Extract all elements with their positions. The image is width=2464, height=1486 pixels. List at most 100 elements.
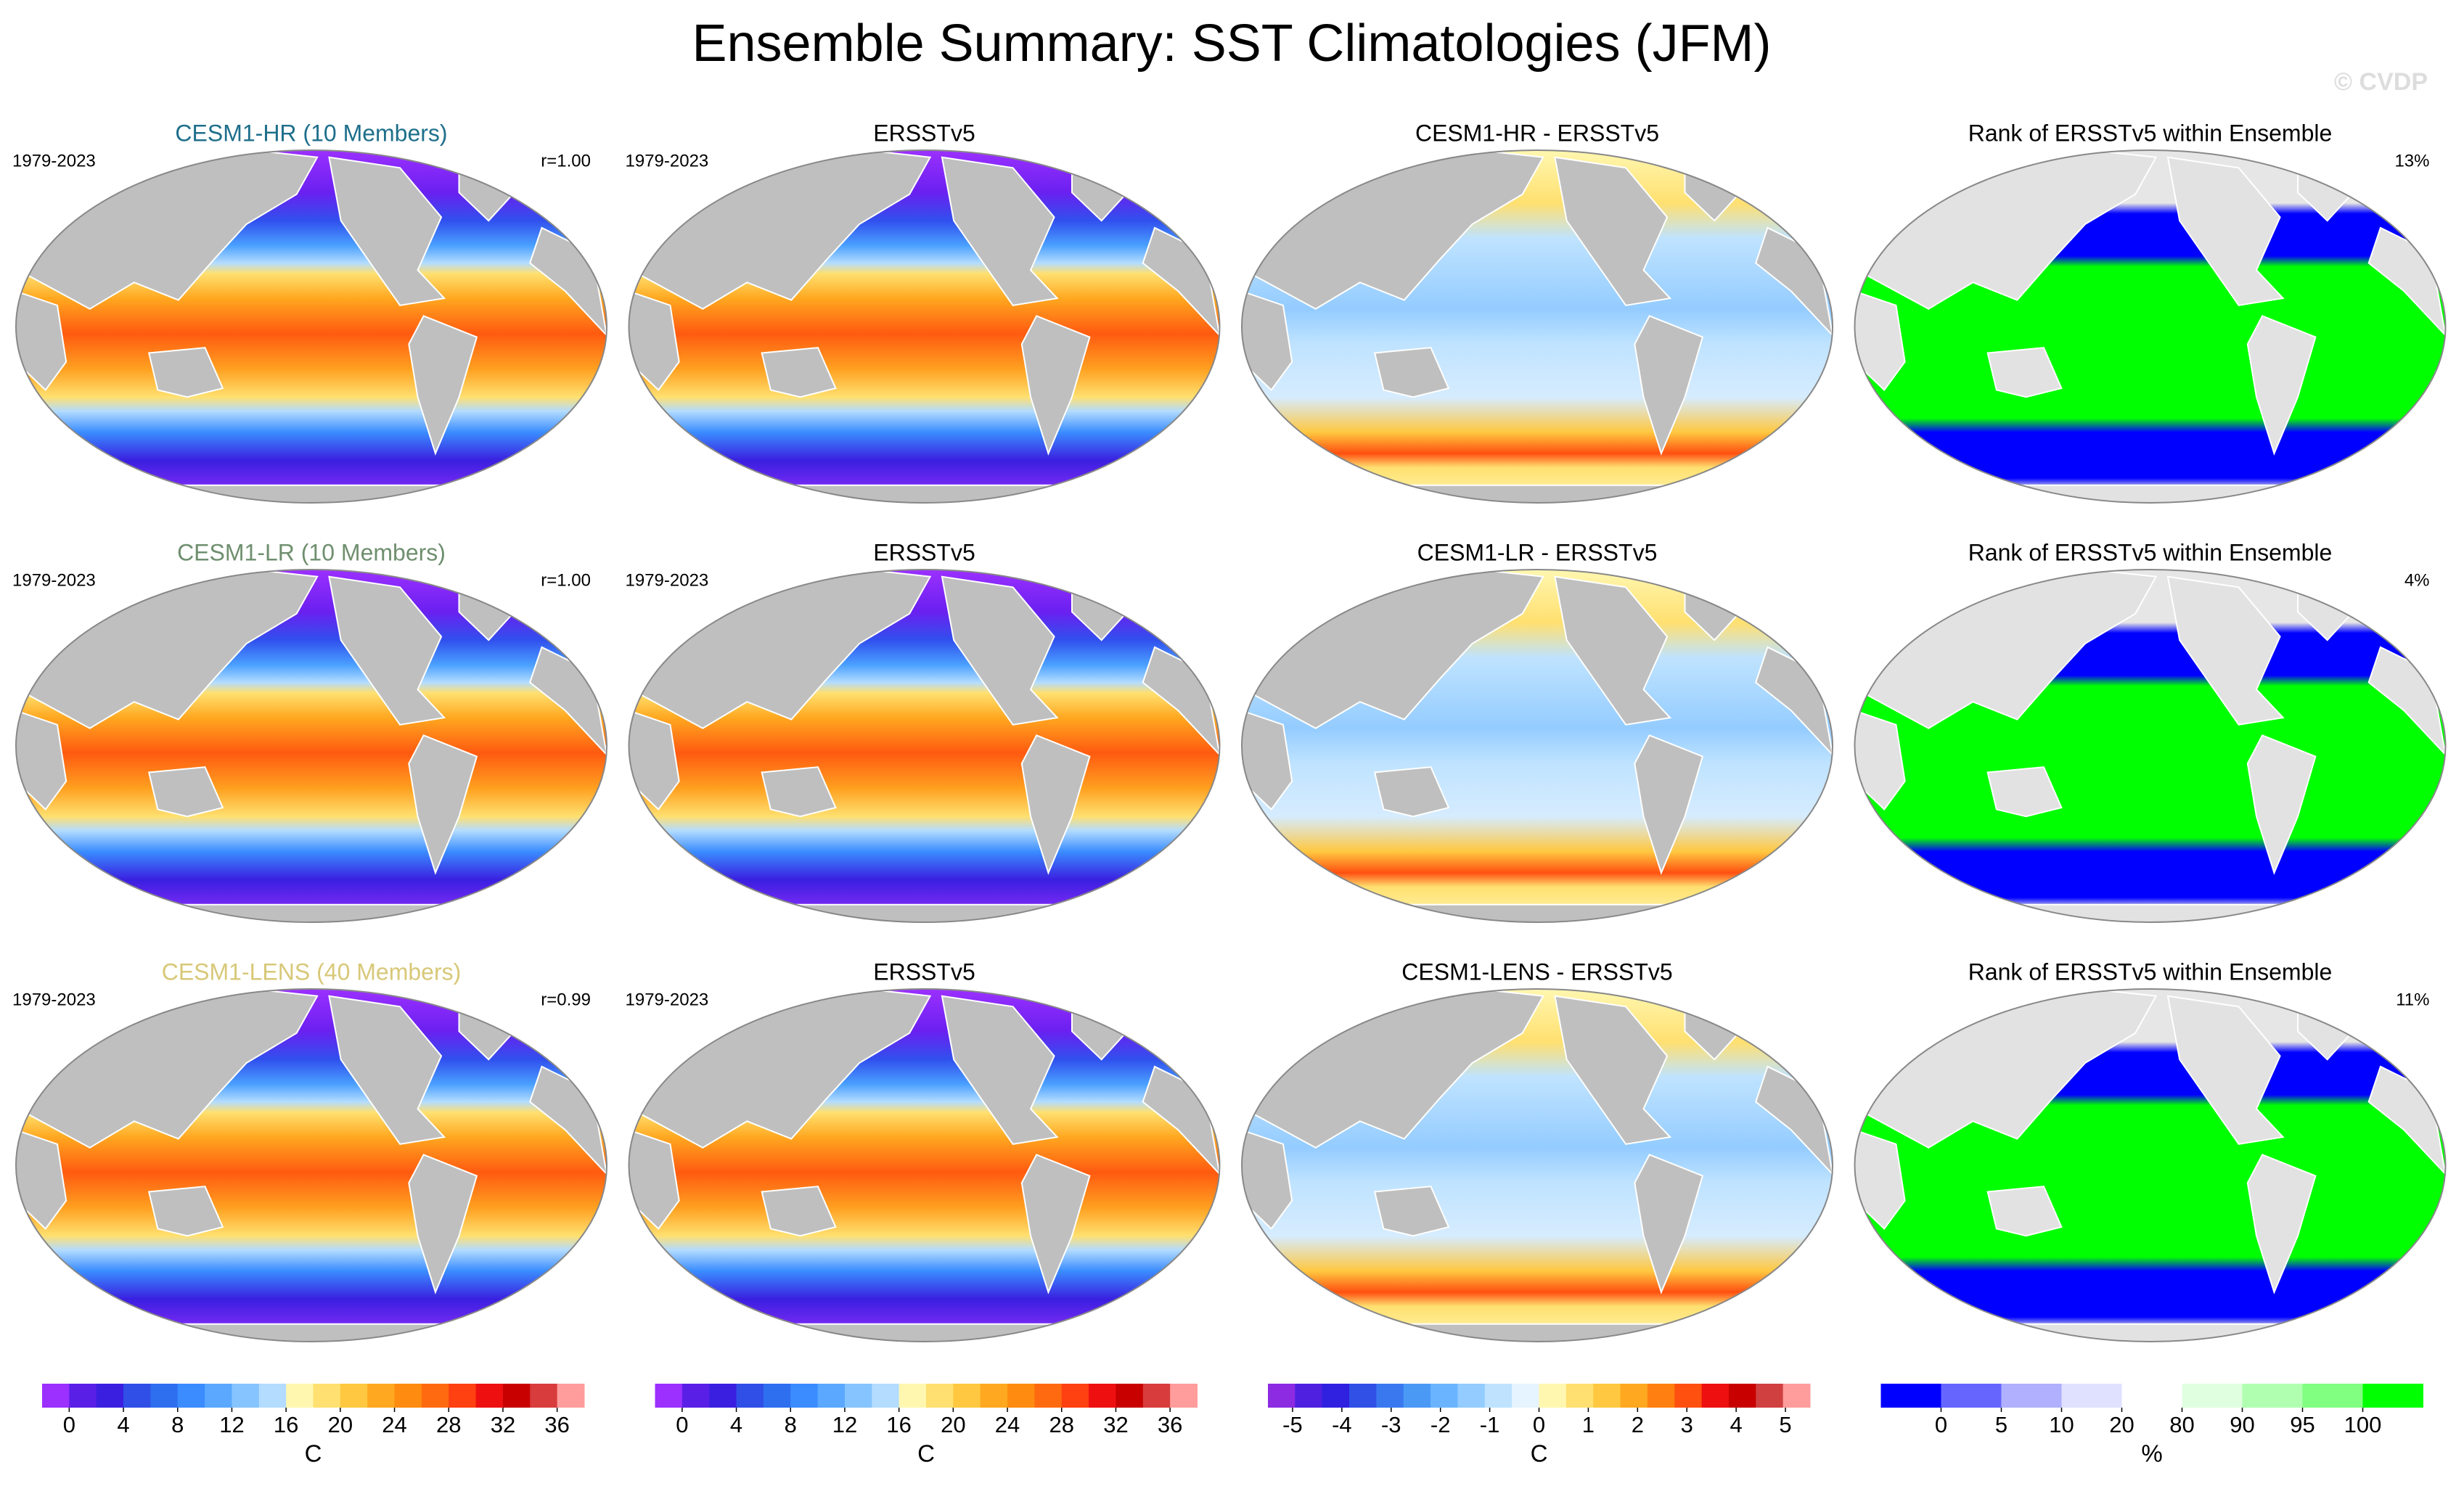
panel-title: ERSSTv5 bbox=[873, 120, 975, 146]
land bbox=[746, 903, 1102, 922]
colorbar-box bbox=[123, 1384, 151, 1408]
colorbar-box bbox=[421, 1384, 449, 1408]
colorbar-box bbox=[953, 1384, 981, 1408]
colorbar-tick-label: 20 bbox=[2109, 1412, 2134, 1437]
land bbox=[746, 1323, 1102, 1342]
period-label: 1979-2023 bbox=[626, 570, 709, 590]
colorbar-box bbox=[530, 1384, 558, 1408]
land bbox=[761, 347, 837, 398]
colorbar-box bbox=[1620, 1384, 1648, 1408]
land bbox=[1986, 1186, 2063, 1237]
colorbar-box bbox=[1061, 1384, 1089, 1408]
colorbar-tick-label: 0 bbox=[676, 1412, 688, 1437]
colorbar-tick-label: 1 bbox=[1582, 1412, 1595, 1437]
land bbox=[1854, 710, 1906, 810]
land bbox=[2246, 734, 2317, 875]
colorbar-box bbox=[1457, 1384, 1486, 1408]
map-border bbox=[1241, 569, 1833, 923]
land bbox=[1634, 734, 1704, 875]
land bbox=[134, 484, 489, 503]
colorbar-tick-label: -2 bbox=[1430, 1412, 1451, 1437]
colorbar-box bbox=[872, 1384, 900, 1408]
colorbar-box bbox=[2242, 1384, 2303, 1408]
land bbox=[1359, 903, 1715, 922]
colorbar-box bbox=[2302, 1384, 2363, 1408]
map-border bbox=[15, 149, 607, 504]
colorbar-tick-label: 20 bbox=[941, 1412, 965, 1437]
colorbar-box bbox=[502, 1384, 531, 1408]
colorbar-box bbox=[1376, 1384, 1404, 1408]
colorbar-box bbox=[1349, 1384, 1377, 1408]
colorbar-box bbox=[1170, 1384, 1198, 1408]
period-label: 1979-2023 bbox=[12, 570, 96, 590]
land bbox=[2166, 575, 2285, 726]
colorbar-box bbox=[1403, 1384, 1431, 1408]
colorbar-box bbox=[817, 1384, 846, 1408]
colorbar-tick-label: 36 bbox=[544, 1412, 569, 1437]
land bbox=[328, 995, 446, 1145]
land bbox=[941, 995, 1059, 1145]
map bbox=[1242, 570, 1833, 922]
colorbar-tick-label: 3 bbox=[1681, 1412, 1693, 1437]
colorbar-box bbox=[1007, 1384, 1035, 1408]
land bbox=[134, 1323, 489, 1342]
land bbox=[2166, 156, 2285, 306]
land bbox=[629, 1129, 680, 1230]
colorbar-box bbox=[2121, 1384, 2182, 1408]
colorbar-box bbox=[1295, 1384, 1323, 1408]
colorbar-tick-label: 20 bbox=[328, 1412, 353, 1437]
colorbar-box bbox=[1728, 1384, 1756, 1408]
land bbox=[408, 1154, 478, 1294]
figure-title: Ensemble Summary: SST Climatologies (JFM… bbox=[692, 15, 1771, 73]
period-label: 1979-2023 bbox=[12, 990, 96, 1009]
map bbox=[1854, 989, 2446, 1342]
colorbar-tick-label: 0 bbox=[63, 1412, 75, 1437]
land bbox=[761, 1186, 837, 1237]
land bbox=[1373, 347, 1450, 398]
colorbar-tick-label: 10 bbox=[2049, 1412, 2074, 1437]
colorbar-box bbox=[763, 1384, 791, 1408]
map bbox=[16, 989, 607, 1342]
panel-title: Rank of ERSSTv5 within Ensemble bbox=[1968, 958, 2333, 985]
stat-label: 4% bbox=[2404, 570, 2430, 590]
colorbar-box bbox=[1089, 1384, 1116, 1408]
colorbar-unit: C bbox=[1531, 1440, 1548, 1467]
land bbox=[2246, 1154, 2317, 1294]
land bbox=[1242, 290, 1293, 391]
colorbar-box bbox=[980, 1384, 1008, 1408]
watermark: © CVDP bbox=[2334, 68, 2428, 96]
colorbar-tick-label: 8 bbox=[171, 1412, 184, 1437]
colorbar-unit: C bbox=[917, 1440, 935, 1467]
colorbar-tick-label: 0 bbox=[1935, 1412, 1947, 1437]
land bbox=[1373, 1186, 1450, 1237]
land bbox=[147, 766, 224, 818]
colorbar-tick-label: 32 bbox=[1103, 1412, 1128, 1437]
colorbar-tick-label: 32 bbox=[491, 1412, 515, 1437]
colorbar-box bbox=[1701, 1384, 1730, 1408]
land bbox=[1242, 1129, 1293, 1230]
colorbar-box bbox=[449, 1384, 477, 1408]
colorbar-tick-label: 16 bbox=[274, 1412, 298, 1437]
map-border bbox=[1241, 149, 1833, 504]
colorbar-tick-label: -3 bbox=[1381, 1412, 1401, 1437]
colorbar-box bbox=[1322, 1384, 1350, 1408]
stat-label: 13% bbox=[2394, 151, 2429, 171]
colorbar-box bbox=[286, 1384, 314, 1408]
land bbox=[1972, 903, 2328, 922]
map bbox=[16, 570, 607, 922]
colorbar-box bbox=[844, 1384, 872, 1408]
land bbox=[147, 1186, 224, 1237]
colorbar-box bbox=[736, 1384, 764, 1408]
colorbar-tick-label: 12 bbox=[832, 1412, 857, 1437]
land bbox=[1359, 1323, 1715, 1342]
land bbox=[1554, 156, 1672, 306]
colorbar-box bbox=[340, 1384, 368, 1408]
colorbar-box bbox=[790, 1384, 819, 1408]
colorbar-tick-label: -4 bbox=[1332, 1412, 1352, 1437]
panel-title: ERSSTv5 bbox=[873, 958, 975, 985]
land bbox=[1634, 315, 1704, 456]
colorbar-box bbox=[926, 1384, 954, 1408]
land bbox=[16, 710, 67, 810]
map-border bbox=[628, 569, 1221, 923]
colorbar-box bbox=[1674, 1384, 1703, 1408]
